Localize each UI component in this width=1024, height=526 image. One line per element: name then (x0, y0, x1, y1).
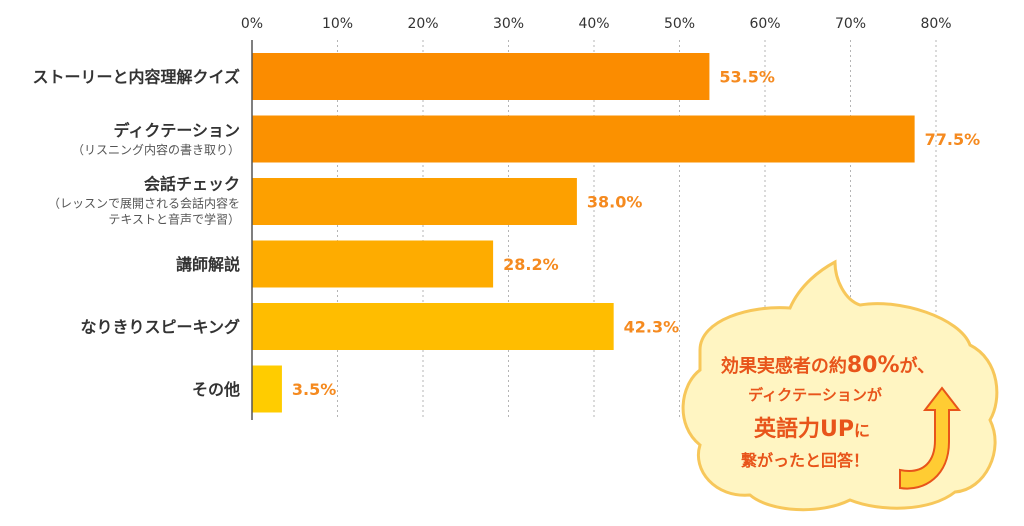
category-sublabel: （リスニング内容の書き取り） (72, 142, 240, 157)
value-label: 38.0% (587, 193, 643, 212)
bar (252, 178, 577, 225)
callout-line1-b: 80% (847, 353, 900, 378)
x-tick-label: 50% (664, 16, 695, 32)
callout-line3-a: 英語力UP (754, 416, 854, 442)
x-tick-label: 20% (407, 16, 438, 32)
category-label: ストーリーと内容理解クイズ (32, 68, 240, 87)
callout-cloud-shape (681, 259, 999, 512)
bar (252, 115, 915, 163)
value-label: 28.2% (503, 255, 559, 274)
bar (252, 365, 282, 413)
x-tick-label: 60% (749, 16, 780, 32)
category-label: その他 (192, 380, 240, 399)
category-label: 講師解説 (176, 255, 240, 274)
x-tick-label: 30% (493, 16, 524, 32)
category-sublabel: （レッスンで展開される会話内容を (48, 196, 240, 211)
callout-line1: 効果実感者の約80%が、 (721, 353, 935, 378)
callout-line4: 繋がったと回答！ (741, 451, 869, 470)
bars (252, 53, 915, 413)
value-label: 42.3% (624, 318, 680, 337)
category-label: 会話チェック (144, 175, 240, 194)
x-tick-label: 0% (241, 16, 263, 32)
x-tick-label: 10% (322, 16, 353, 32)
x-tick-label: 80% (920, 16, 951, 32)
bar (252, 240, 494, 288)
category-label: ディクテーション (113, 121, 240, 140)
bar (252, 53, 710, 100)
callout-line3: 英語力UPに (754, 416, 870, 442)
category-label: なりきりスピーキング (80, 318, 240, 337)
value-label: 53.5% (719, 68, 775, 87)
x-axis-ticks: 0% 10% 20% 30% 40% 50% 60% 70% 80% (241, 16, 952, 32)
callout-bubble: 効果実感者の約80%が、 ディクテーションが 英語力UPに 繋がったと回答！ (681, 259, 999, 512)
value-label: 3.5% (292, 380, 336, 399)
callout-line3-b: に (854, 421, 870, 440)
bar (252, 303, 614, 350)
callout-line2: ディクテーションが (748, 386, 883, 404)
x-tick-label: 70% (835, 16, 866, 32)
callout-arrow (899, 386, 962, 490)
callout-line1-a: 効果実感者の約 (721, 355, 847, 377)
category-sublabel: テキストと音声で学習） (108, 212, 240, 227)
callout-line1-c: が、 (900, 355, 936, 377)
value-label: 77.5% (925, 130, 981, 149)
x-tick-label: 40% (578, 16, 609, 32)
value-labels: 53.5% 77.5% 38.0% 28.2% 42.3% 3.5% (292, 68, 980, 400)
